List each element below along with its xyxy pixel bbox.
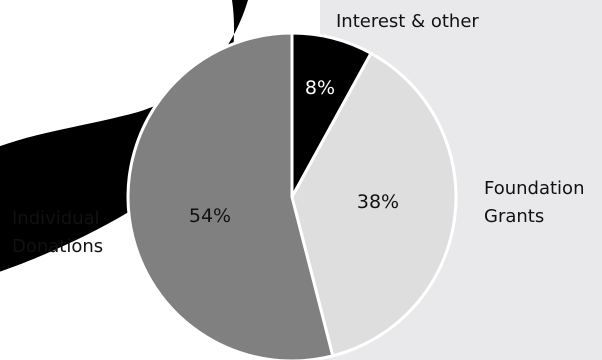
pie-slices [126, 31, 458, 360]
label-foundation-grants: Foundation Grants [484, 178, 590, 227]
pie-value-labels: 8% 38% 54% [189, 77, 399, 227]
label-interest-other: Interest & other [336, 11, 479, 32]
label-individual-donations-line1: Individual [12, 208, 100, 229]
swoosh-graphic [0, 0, 248, 272]
pie-slice-individual-donations [126, 31, 335, 360]
label-foundation-grants-line2: Grants [484, 206, 544, 227]
pie-value-label-foundation-grants: 38% [357, 191, 399, 213]
pie-value-label-interest-other: 8% [305, 77, 335, 99]
pie-slice-foundation-grants [290, 51, 458, 358]
label-individual-donations-line2: Donations [12, 236, 103, 257]
pie-value-label-individual-donations: 54% [189, 205, 231, 227]
label-foundation-grants-line1: Foundation [484, 178, 584, 199]
label-individual-donations: Individual Donations [12, 208, 105, 257]
